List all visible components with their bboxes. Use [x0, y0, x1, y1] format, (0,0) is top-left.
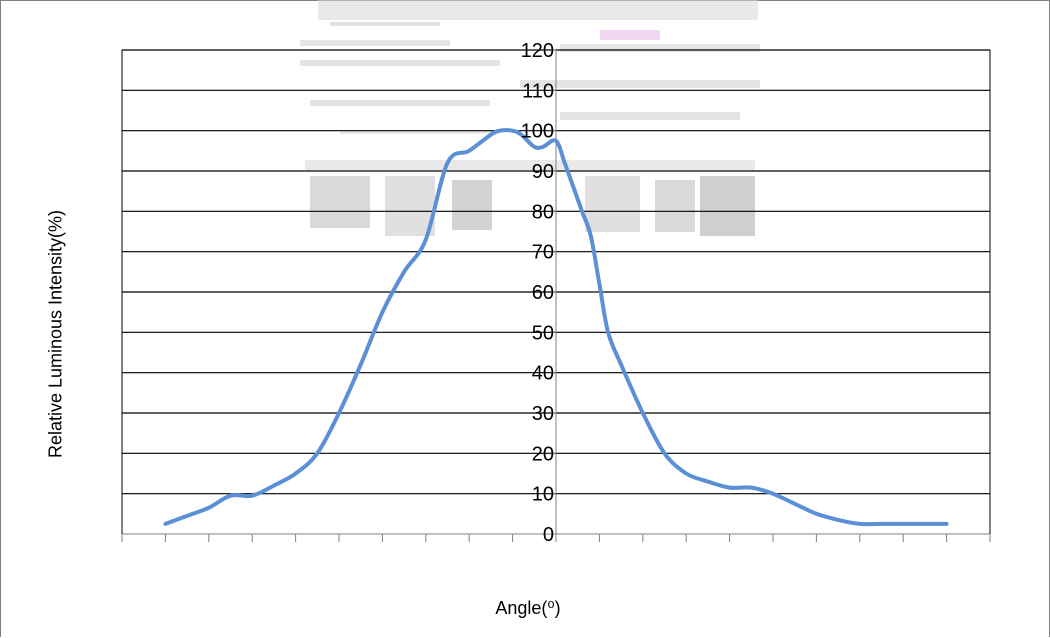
- y-tick-label-110: 110: [522, 80, 554, 102]
- y-tick-label-40: 40: [532, 363, 554, 385]
- y-tick-label-0: 0: [543, 524, 554, 546]
- y-tick-label-20: 20: [532, 443, 554, 465]
- y-tick-label-10: 10: [532, 484, 554, 506]
- axes: [121, 49, 991, 542]
- series-line-0: [163, 128, 949, 527]
- y-tick-labels: 0 10 20 30 40 50 60 70 80 90 100 110 120: [521, 40, 554, 546]
- y-axis-label: Relative Luminous Intensity(%): [45, 209, 66, 459]
- y-tick-label-60: 60: [532, 282, 554, 304]
- y-tick-label-120: 120: [521, 40, 554, 62]
- y-tick-label-80: 80: [532, 201, 554, 223]
- series-layer: [163, 128, 949, 527]
- y-tick-label-70: 70: [532, 242, 554, 264]
- y-tick-label-90: 90: [532, 161, 554, 183]
- y-tick-label-50: 50: [532, 322, 554, 344]
- x-axis-label: Angle(⁰): [495, 598, 561, 618]
- y-tick-label-100: 100: [521, 121, 554, 143]
- y-tick-label-30: 30: [532, 403, 554, 425]
